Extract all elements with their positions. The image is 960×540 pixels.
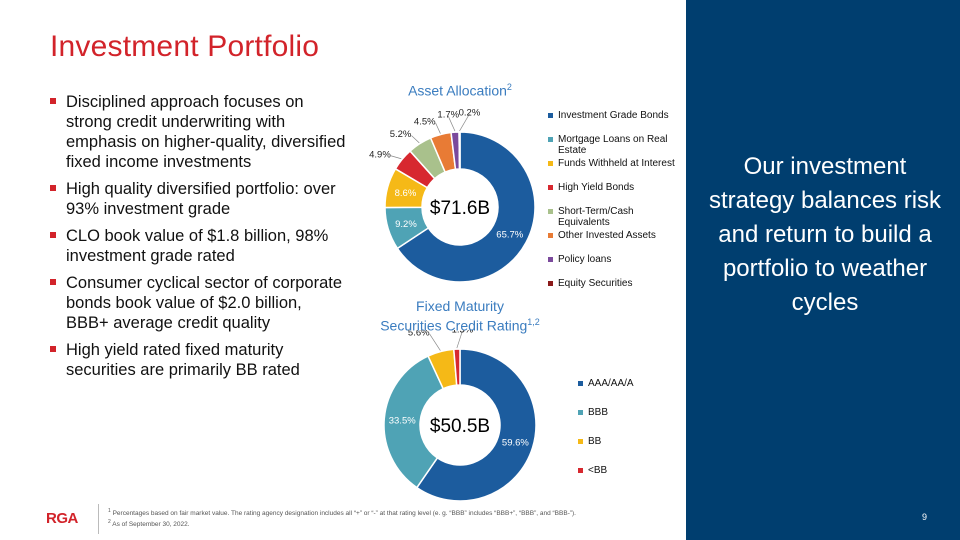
asset-allocation-title-sup: 2 <box>506 82 512 92</box>
legend-swatch <box>548 281 553 286</box>
data-label-bb: 1.3% <box>452 330 474 336</box>
data-label-policy-loans: 1.7% <box>437 110 459 121</box>
credit-rating-legend: AAA/AA/A BBB BB <BB <box>578 378 678 476</box>
legend-label: BBB <box>588 407 609 418</box>
leader-line <box>429 333 441 351</box>
legend-swatch <box>548 137 553 142</box>
footnote-1: 1 Percentages based on fair market value… <box>108 507 688 518</box>
footnote-2-text: As of September 30, 2022. <box>110 521 190 529</box>
data-label-short-term-cash-equivalents: 5.2% <box>390 129 412 140</box>
slide-title: Investment Portfolio <box>50 30 320 63</box>
legend-swatch <box>548 209 553 214</box>
leader-line <box>390 155 402 160</box>
legend-label: Short-Term/Cash Equivalents <box>558 206 634 228</box>
asset-allocation-legend: Investment Grade Bonds Mortgage Loans on … <box>548 110 688 289</box>
footer-divider <box>98 504 99 534</box>
data-label-aaa-aa-a: 59.6% <box>502 438 529 449</box>
data-label-bb: 5.6% <box>408 330 430 338</box>
panel-statement: Our investment strategy balances risk an… <box>708 153 942 316</box>
leader-line <box>459 113 470 132</box>
credit-rating-title-line2: Securities Credit Rating <box>380 317 528 334</box>
legend-label: BB <box>588 436 602 447</box>
credit-rating-title-sup: 1,2 <box>527 317 540 327</box>
asset-allocation-title-text: Asset Allocation <box>408 82 507 99</box>
legend-item-mortgage-loans-on-real-estate: Mortgage Loans on Real Estate <box>548 134 688 156</box>
asset-allocation-title: Asset Allocation2 <box>380 79 540 99</box>
bullet-list: Disciplined approach focuses on strong c… <box>48 92 348 387</box>
legend-label: Mortgage Loans on Real Estate <box>558 134 668 156</box>
legend-swatch <box>578 381 583 386</box>
legend-label: Equity Securities <box>558 278 633 289</box>
legend-swatch <box>548 233 553 238</box>
footnote-1-text: Percentages based on fair market value. … <box>110 510 576 518</box>
legend-swatch <box>548 113 553 118</box>
legend-item-other-invested-assets: Other Invested Assets <box>548 230 688 241</box>
footnote-2: 2 As of September 30, 2022. <box>108 518 688 529</box>
data-label-funds-withheld-at-interest: 8.6% <box>395 188 417 199</box>
legend-item-equity-securities: Equity Securities <box>548 278 688 289</box>
bullet-item: High yield rated fixed maturity securiti… <box>48 340 348 380</box>
credit-rating-title-line1: Fixed Maturity <box>416 298 504 314</box>
slice-bbb <box>383 355 445 489</box>
legend-label: Funds Withheld at Interest <box>558 158 675 169</box>
legend-label: Policy loans <box>558 254 612 265</box>
legend-item-short-term-cash-equivalents: Short-Term/Cash Equivalents <box>548 206 688 228</box>
legend-item-policy-loans: Policy loans <box>548 254 688 265</box>
data-label-other-invested-assets: 4.5% <box>414 116 436 127</box>
bullet-item: Disciplined approach focuses on strong c… <box>48 92 348 172</box>
footnotes: 1 Percentages based on fair market value… <box>108 507 688 529</box>
bullet-item: CLO book value of $1.8 billion, 98% inve… <box>48 226 348 266</box>
bullet-item: Consumer cyclical sector of corporate bo… <box>48 273 348 333</box>
slice-bb <box>452 348 461 386</box>
legend-item-high-yield-bonds: High Yield Bonds <box>548 182 688 193</box>
leader-line <box>411 135 420 144</box>
legend-item-bbb: BBB <box>578 407 678 418</box>
data-label-mortgage-loans-on-real-estate: 9.2% <box>395 219 417 230</box>
credit-rating-title: Fixed Maturity Securities Credit Rating1… <box>360 298 560 334</box>
bullet-item: High quality diversified portfolio: over… <box>48 179 348 219</box>
rga-logo: RGA <box>46 510 78 527</box>
legend-swatch <box>548 185 553 190</box>
data-label-equity-securities: 0.2% <box>459 108 481 119</box>
right-panel: Our investment strategy balances risk an… <box>686 0 960 540</box>
data-label-investment-grade-bonds: 65.7% <box>496 229 523 240</box>
slice-aaa-aa-a <box>415 348 537 502</box>
slice-investment-grade-bonds <box>396 131 536 283</box>
data-label-bbb: 33.5% <box>389 416 416 427</box>
legend-swatch <box>578 439 583 444</box>
legend-label: <BB <box>588 465 608 476</box>
legend-item-bb: BB <box>578 436 678 447</box>
data-label-high-yield-bonds: 4.9% <box>369 149 391 160</box>
legend-label: High Yield Bonds <box>558 182 635 193</box>
credit-rating-donut-chart: 59.6% 33.5% 5.6% 1.3% $50.5B <box>383 330 537 502</box>
legend-swatch <box>548 161 553 166</box>
leader-line <box>435 122 441 134</box>
footnote-1-mark: 1 <box>108 508 111 514</box>
legend-label: Other Invested Assets <box>558 230 656 241</box>
center-total-label: $50.5B <box>430 416 490 437</box>
legend-item-investment-grade-bonds: Investment Grade Bonds <box>548 110 688 121</box>
legend-item-funds-withheld-at-interest: Funds Withheld at Interest <box>548 158 688 169</box>
footnote-2-mark: 2 <box>108 519 111 526</box>
legend-label: AAA/AA/A <box>588 378 634 389</box>
legend-item-bb: <BB <box>578 465 678 476</box>
page-number: 9 <box>922 512 928 522</box>
asset-allocation-donut-chart: 65.7% 9.2% 8.6% 4.9% 5.2%4.5%1.7% 0.2% $71.6B <box>369 108 536 283</box>
leader-line <box>456 330 463 349</box>
legend-swatch <box>578 410 583 415</box>
leader-line <box>447 116 456 132</box>
legend-swatch <box>548 257 553 262</box>
legend-swatch <box>578 468 583 473</box>
center-total-label: $71.6B <box>430 198 490 219</box>
legend-item-aaa-aa-a: AAA/AA/A <box>578 378 678 389</box>
legend-label: Investment Grade Bonds <box>558 110 669 121</box>
slice-equity-securities <box>458 131 461 170</box>
